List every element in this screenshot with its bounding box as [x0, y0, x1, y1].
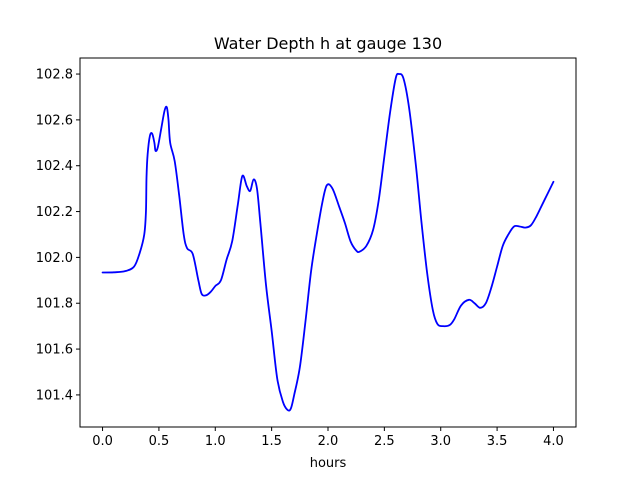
- x-axis-ticks: 0.0 0.5 1.0 1.5 2.0 2.5 3.0 3.5 4.0: [92, 427, 564, 449]
- y-tick-label: 102.8: [36, 68, 73, 83]
- y-tick-label: 101.4: [36, 388, 73, 403]
- y-tick-label: 102.4: [36, 159, 73, 174]
- x-tick-label: 1.0: [205, 434, 226, 449]
- x-tick-label: 2.0: [318, 434, 339, 449]
- water-depth-series-line: [101, 72, 555, 412]
- x-tick-label: 3.5: [487, 434, 508, 449]
- y-tick-label: 102.2: [36, 205, 73, 220]
- x-tick-label: 1.5: [261, 434, 282, 449]
- y-tick-label: 101.8: [36, 297, 73, 312]
- x-tick-label: 4.0: [543, 434, 564, 449]
- y-axis-ticks: 101.4 101.6 101.8 102.0 102.2 102.4 102.6 102.8: [36, 68, 80, 403]
- x-tick-label: 2.5: [374, 434, 395, 449]
- x-axis-label: hours: [310, 456, 347, 471]
- chart-title: Water Depth h at gauge 130: [214, 34, 442, 53]
- x-tick-label: 0.0: [92, 434, 113, 449]
- x-tick-label: 0.5: [149, 434, 170, 449]
- y-tick-label: 102.0: [36, 251, 73, 266]
- y-tick-label: 101.6: [36, 343, 73, 358]
- x-tick-label: 3.0: [430, 434, 451, 449]
- plot-area-frame: [79, 57, 577, 428]
- y-tick-label: 102.6: [36, 113, 73, 128]
